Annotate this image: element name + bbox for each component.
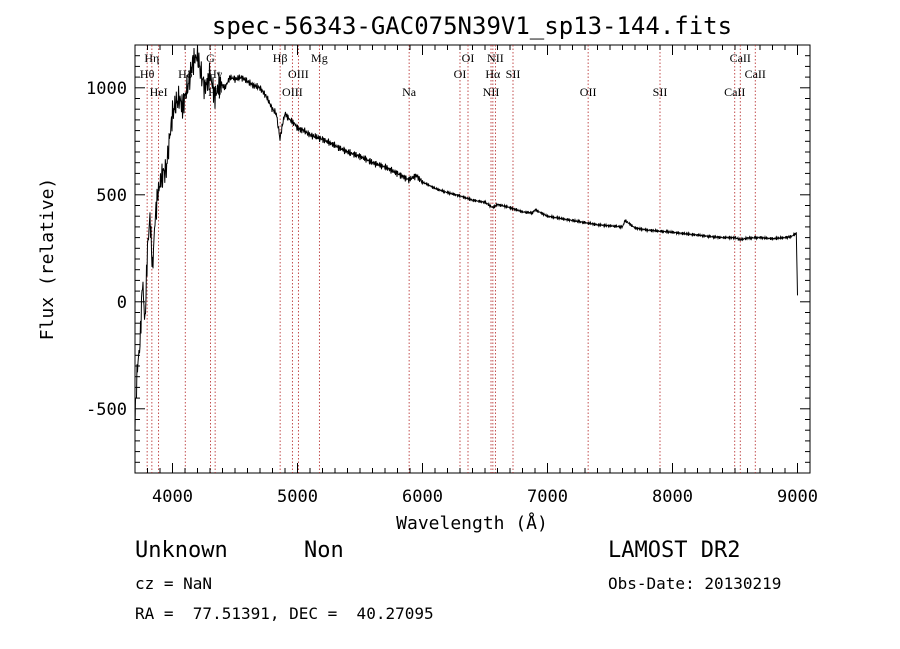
observation-date: Obs-Date: 20130219 (608, 574, 782, 593)
spectral-line-markers (146, 45, 756, 473)
spectral-line-label: HeI (150, 85, 168, 99)
y-tick-labels: -500 0 500 1000 (86, 79, 127, 420)
spectrum-line (134, 44, 798, 432)
x-tick-label: 4000 (152, 487, 193, 507)
spectral-line-label: OI (462, 51, 475, 65)
spectral-line-label: Hα (485, 67, 501, 81)
spectral-line-label: OI (454, 67, 467, 81)
x-tick-labels: 4000 5000 6000 7000 8000 9000 (152, 487, 818, 507)
object-class: Unknown (135, 538, 228, 563)
spectral-line-label: Hβ (273, 51, 288, 65)
y-tick-label: 1000 (86, 79, 127, 99)
spectral-line-label: Hθ (140, 67, 155, 81)
spectral-line-label: SII (506, 67, 521, 81)
x-axis-label: Wavelength (Å) (396, 512, 548, 534)
plot-frame (134, 44, 811, 474)
spectral-line-label: G (206, 51, 215, 65)
spectral-line-label: CaII (745, 67, 766, 81)
spectral-line-label: SII (653, 85, 668, 99)
x-tick-label: 9000 (777, 487, 818, 507)
y-tick-label: 500 (96, 186, 127, 206)
spectral-line-label: NII (487, 51, 504, 65)
y-axis-label: Flux (relative) (37, 178, 58, 341)
survey-name: LAMOST DR2 (608, 538, 741, 563)
spectral-line-label: CaII (730, 51, 751, 65)
spectral-line-label: OII (580, 85, 597, 99)
spectral-line-label: OIII (288, 67, 309, 81)
chart-title: spec-56343-GAC075N39V1_sp13-144.fits (212, 12, 732, 40)
axis-ticks (134, 44, 811, 474)
spectral-line-label: Na (402, 85, 417, 99)
spectral-line-label: CaII (724, 85, 745, 99)
redshift-value: cz = NaN (135, 574, 213, 593)
object-subclass: Non (304, 538, 344, 563)
x-tick-label: 7000 (527, 487, 568, 507)
y-tick-label: 0 (117, 293, 127, 313)
spectral-line-label: Mg (311, 51, 328, 65)
coordinates: RA = 77.51391, DEC = 40.27095 (135, 604, 434, 623)
spectral-line-label: OIII (282, 85, 303, 99)
x-tick-label: 5000 (277, 487, 318, 507)
spectral-line-label: Hη (144, 51, 159, 65)
x-tick-label: 8000 (652, 487, 693, 507)
x-tick-label: 6000 (402, 487, 443, 507)
spectral-line-label: NII (483, 85, 500, 99)
y-tick-label: -500 (86, 400, 127, 420)
